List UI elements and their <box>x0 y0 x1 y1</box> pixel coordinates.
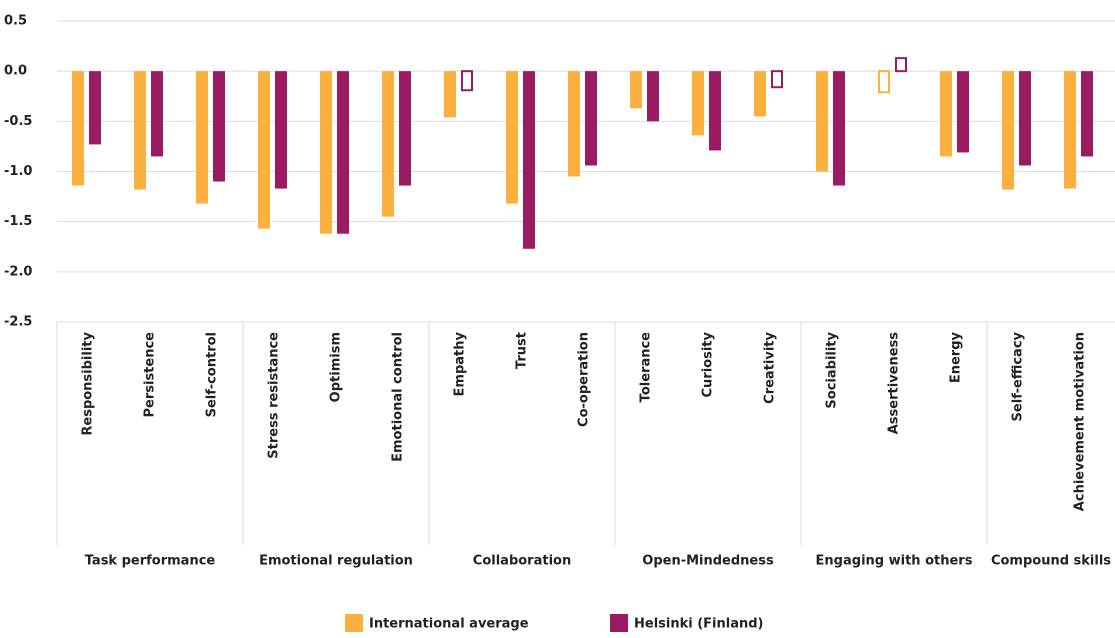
bar <box>506 71 518 204</box>
x-tick-label: Persistence <box>143 332 158 418</box>
x-tick-label: Optimism <box>329 332 344 402</box>
bar <box>213 71 225 182</box>
legend-label: International average <box>369 617 529 632</box>
bar <box>258 71 270 229</box>
bar <box>771 70 783 89</box>
x-tick-label: Creativity <box>763 331 778 403</box>
bar <box>72 71 84 186</box>
bar <box>833 71 845 186</box>
bar <box>1019 71 1031 166</box>
x-tick-label: Self-efficacy <box>1011 331 1026 421</box>
bar <box>461 70 473 92</box>
x-tick-label: Self-control <box>205 332 220 417</box>
bar <box>1002 71 1014 190</box>
x-tick-label: Curiosity <box>701 331 716 397</box>
x-tick-label: Sociability <box>825 331 840 408</box>
bar <box>1064 71 1076 189</box>
bar <box>940 71 952 157</box>
bar <box>134 71 146 190</box>
bar <box>585 71 597 166</box>
y-tick-label: -2.0 <box>4 264 32 279</box>
x-tick-label: Responsibility <box>81 331 96 435</box>
group-label: Engaging with others <box>816 554 973 569</box>
bar <box>320 71 332 234</box>
y-tick-label: -0.5 <box>4 114 32 129</box>
bar <box>647 71 659 122</box>
bar <box>1081 71 1093 157</box>
bar <box>692 71 704 136</box>
bar <box>957 71 969 153</box>
x-tick-label: Stress resistance <box>267 332 282 459</box>
y-tick-label: 0.0 <box>4 64 27 79</box>
bar <box>337 71 349 234</box>
group-label: Open-Mindedness <box>642 554 774 569</box>
legend-swatch <box>345 614 363 632</box>
bar <box>523 71 535 249</box>
bar <box>399 71 411 186</box>
bar <box>568 71 580 177</box>
x-tick-label: Co-operation <box>577 332 592 427</box>
group-label: Collaboration <box>473 554 571 569</box>
bar <box>630 71 642 109</box>
bar <box>816 71 828 172</box>
legend-label: Helsinki (Finland) <box>634 617 764 632</box>
group-label: Compound skills <box>991 554 1111 569</box>
y-tick-label: 0.5 <box>4 14 27 29</box>
bar <box>382 71 394 217</box>
bar <box>444 71 456 118</box>
bar <box>275 71 287 189</box>
group-label: Emotional regulation <box>259 554 413 569</box>
legend-swatch <box>610 614 628 632</box>
x-tick-label: Achievement motivation <box>1073 332 1088 511</box>
bar <box>196 71 208 204</box>
y-tick-label: -1.5 <box>4 214 32 229</box>
y-tick-label: -1.0 <box>4 164 32 179</box>
bar <box>895 57 907 73</box>
x-tick-label: Empathy <box>453 331 468 396</box>
bar <box>89 71 101 145</box>
x-tick-label: Emotional control <box>391 332 406 462</box>
group-label: Task performance <box>85 554 216 569</box>
x-tick-label: Energy <box>949 331 964 383</box>
x-tick-label: Tolerance <box>639 332 654 402</box>
bar <box>709 71 721 151</box>
bar <box>151 71 163 157</box>
x-tick-label: Trust <box>515 332 530 369</box>
x-tick-label: Assertiveness <box>887 332 902 435</box>
y-tick-label: -2.5 <box>4 315 32 330</box>
bar <box>878 70 890 94</box>
bar <box>754 71 766 117</box>
